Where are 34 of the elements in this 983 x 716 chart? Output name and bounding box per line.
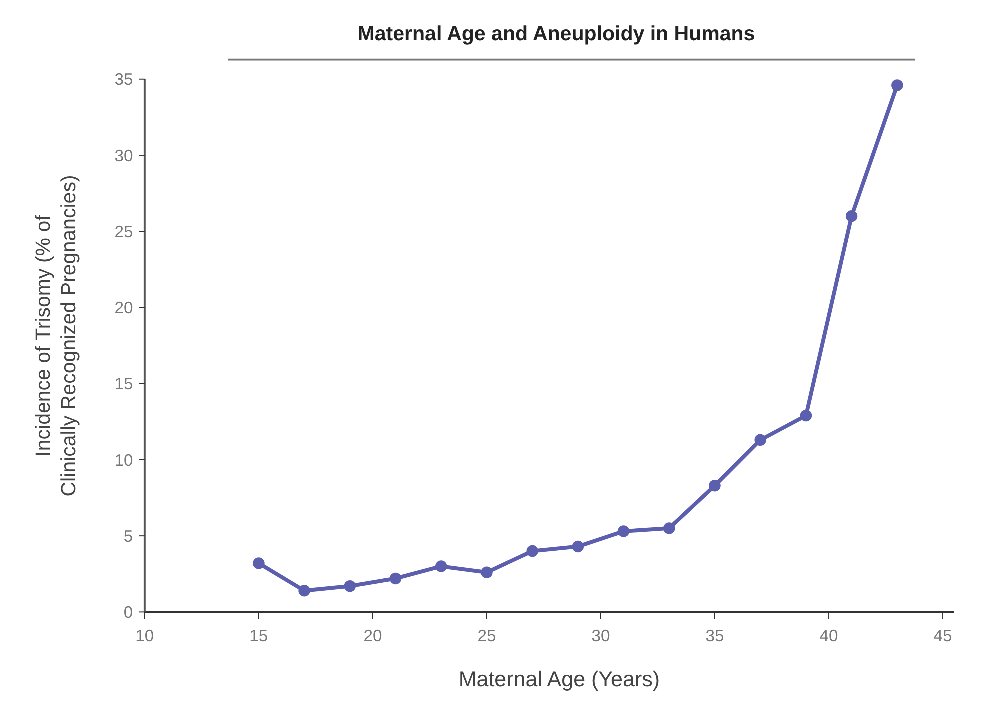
x-axis-title: Maternal Age (Years): [458, 667, 660, 692]
x-tick-label: 45: [934, 626, 952, 646]
x-tick-label: 40: [820, 626, 838, 646]
point: [846, 210, 858, 222]
y-tick-label: 0: [124, 603, 134, 622]
point: [344, 580, 356, 592]
y-tick-label: 30: [114, 146, 134, 166]
point: [481, 566, 493, 578]
point: [618, 526, 630, 538]
point: [754, 434, 766, 446]
x-tick-label: 25: [478, 626, 496, 646]
y-tick-label: 25: [114, 222, 134, 242]
y-tick-label: 15: [114, 374, 134, 394]
point: [298, 585, 310, 597]
y-tick-label: 20: [114, 298, 134, 318]
y-tick-label: 10: [114, 450, 134, 470]
x-tick-label: 15: [250, 626, 268, 646]
y-tick-label: 35: [114, 70, 134, 90]
y-tick-label: 5: [124, 526, 134, 546]
point: [800, 410, 812, 422]
x-tick-label: 20: [364, 626, 382, 646]
y-axis-title: Incidence of Trisomy (% of Clinically Recognized Pregnancies): [32, 175, 81, 497]
point: [253, 558, 265, 570]
x-tick-label: 30: [592, 626, 610, 646]
point: [664, 522, 676, 534]
point: [709, 480, 721, 492]
x-tick-label: 35: [706, 626, 724, 646]
chart-title: Maternal Age and Aneuploidy in Humans: [358, 22, 756, 46]
point: [435, 560, 448, 572]
point: [526, 545, 538, 558]
x-tick-label: 10: [136, 626, 154, 646]
point: [390, 572, 402, 585]
point: [572, 540, 584, 553]
point: [892, 80, 904, 92]
